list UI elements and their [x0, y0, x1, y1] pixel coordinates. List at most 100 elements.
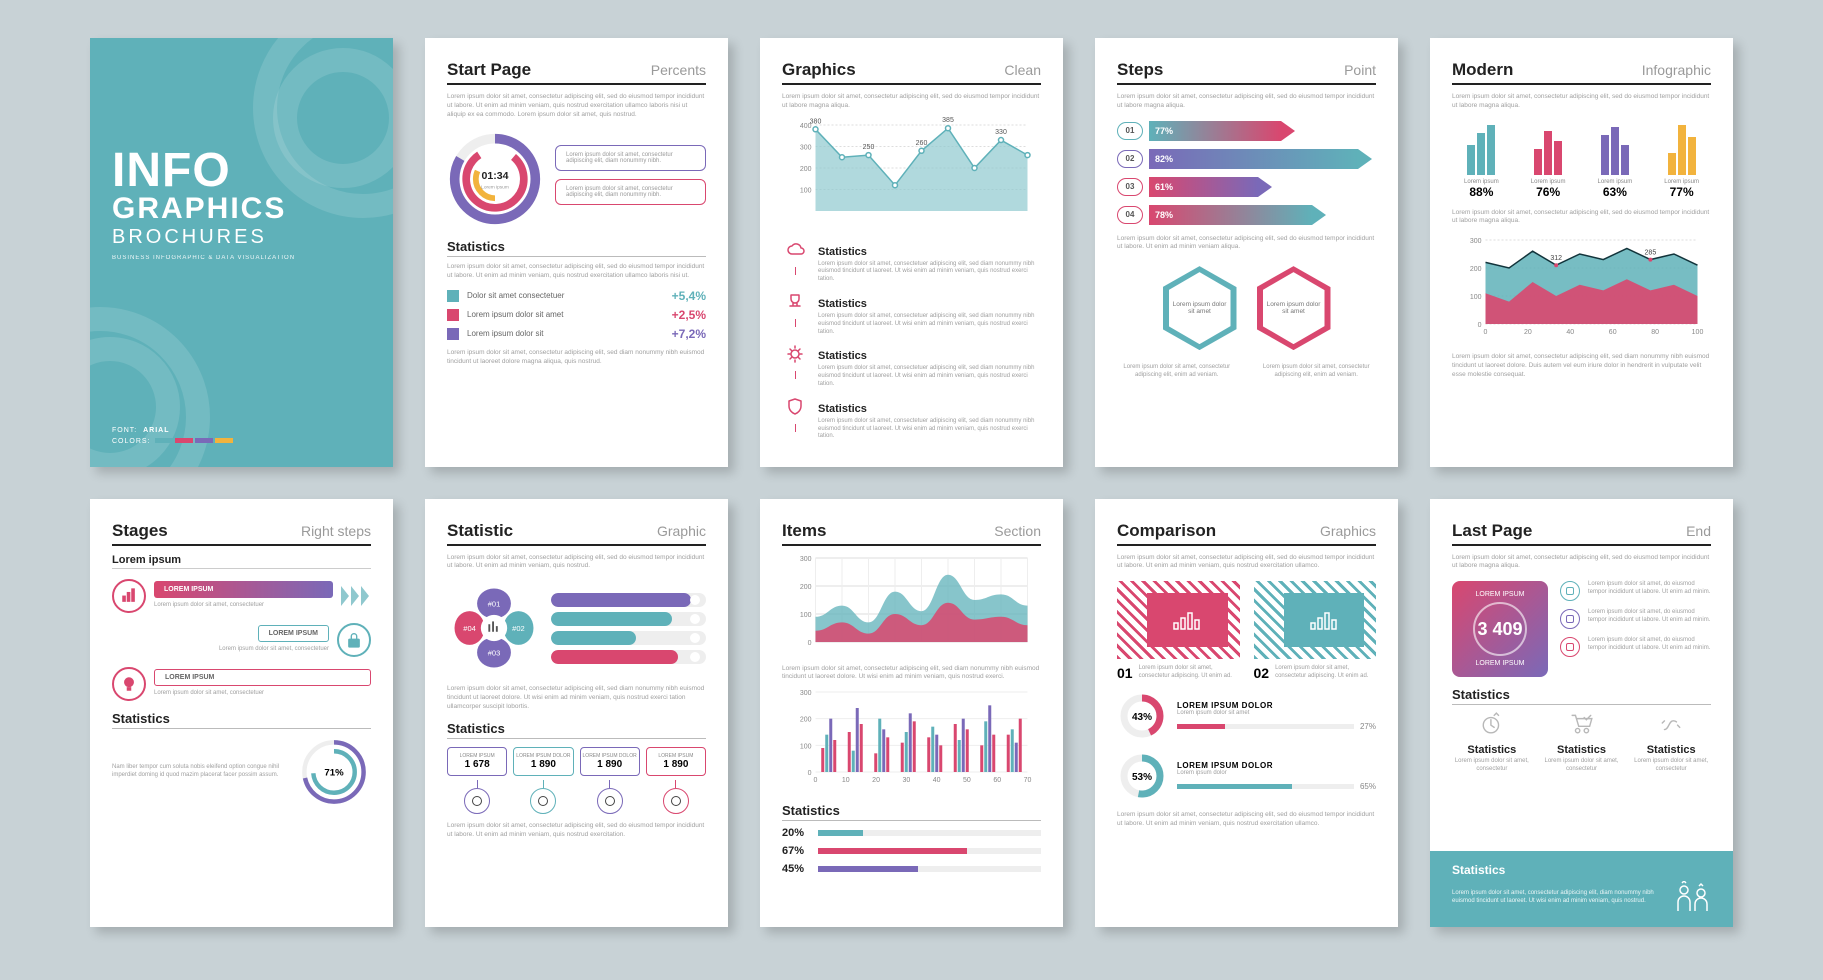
side-item: Lorem ipsum dolor sit amet, do eiusmod t… [1560, 609, 1711, 629]
start-intro: Lorem ipsum dolor sit amet, consectetur … [447, 93, 706, 119]
icon-stat: StatisticsLorem ipsum dolor sit amet, co… [1631, 711, 1711, 774]
start-stats-title: Statistics [447, 239, 706, 257]
stage-icon [112, 667, 146, 701]
stage-row: LOREM IPSUMLorem ipsum dolor sit amet, c… [112, 667, 371, 701]
svg-text:0: 0 [808, 640, 812, 647]
step-arrow: 02 82% [1117, 149, 1376, 169]
area-chart: 100200300400380250260385330 [782, 117, 1041, 227]
svg-text:100: 100 [1692, 329, 1704, 336]
items-area-chart: 0 100 200 300 [782, 554, 1041, 654]
banner: Statistics Lorem ipsum dolor sit amet, c… [1430, 851, 1733, 927]
side-item: Lorem ipsum dolor sit amet, do eiusmod t… [1560, 637, 1711, 657]
stage-row: LOREM IPSUMLorem ipsum dolor sit amet, c… [112, 579, 371, 613]
svg-text:300: 300 [1470, 238, 1482, 245]
icon-stat: StatisticsLorem ipsum dolor sit amet, co… [1452, 711, 1532, 774]
cloud-icon [785, 240, 805, 260]
svg-text:260: 260 [916, 139, 928, 146]
pill-bar [551, 612, 706, 626]
gear-icon [785, 344, 805, 364]
side-item: Lorem ipsum dolor sit amet, do eiusmod t… [1560, 581, 1711, 601]
items-card: ItemsSection 0100200300 Lorem ipsum dolo… [760, 499, 1063, 928]
svg-text:71%: 71% [324, 767, 344, 778]
bar-group: Lorem ipsum 76% [1519, 121, 1578, 199]
stat-card: LOREM IPSUM DOLOR1 890 [580, 747, 640, 814]
svg-text:300: 300 [800, 144, 812, 151]
legend-row: Lorem ipsum dolor sit+7,2% [447, 327, 706, 341]
legend-row: Dolor sit amet consectetuer+5,4% [447, 289, 706, 303]
stat-item: StatisticsLorem ipsum dolor sit amet, co… [782, 397, 1041, 441]
step-arrow: 03 61% [1117, 177, 1376, 197]
svg-text:200: 200 [800, 584, 812, 591]
start-page-card: Start PagePercents Lorem ipsum dolor sit… [425, 38, 728, 467]
bar-group: Lorem ipsum 88% [1452, 121, 1511, 199]
svg-text:30: 30 [902, 777, 910, 784]
progress-row: 20% [782, 827, 1041, 839]
pill-bar [551, 650, 706, 664]
svg-text:0: 0 [1478, 322, 1482, 329]
svg-text:312: 312 [1550, 255, 1562, 262]
hexagon: Lorem ipsum dolor sit amet [1163, 266, 1237, 350]
hexagon: Lorem ipsum dolor sit amet [1257, 266, 1331, 350]
svg-text:100: 100 [1470, 294, 1482, 301]
svg-text:200: 200 [800, 717, 812, 724]
svg-text:100: 100 [800, 187, 812, 194]
svg-text:80: 80 [1651, 329, 1659, 336]
step-arrow: 04 78% [1117, 205, 1376, 225]
icon-stat: StatisticsLorem ipsum dolor sit amet, co… [1542, 711, 1622, 774]
bar-group: Lorem ipsum 77% [1652, 121, 1711, 199]
svg-text:40: 40 [1566, 329, 1574, 336]
last-page-card: Last PageEnd Lorem ipsum dolor sit amet,… [1430, 499, 1733, 928]
pill-bar [551, 631, 706, 645]
svg-text:385: 385 [942, 117, 954, 124]
cover-title-3: BROCHURES [112, 226, 371, 249]
stat-item: StatisticsLorem ipsum dolor sit amet, co… [782, 292, 1041, 336]
svg-text:200: 200 [800, 166, 812, 173]
svg-text:60: 60 [993, 777, 1001, 784]
svg-text:53%: 53% [1132, 772, 1152, 783]
svg-text:200: 200 [1470, 266, 1482, 273]
svg-text:10: 10 [842, 777, 850, 784]
svg-text:100: 100 [800, 612, 812, 619]
comparison-card: ComparisonGraphics Lorem ipsum dolor sit… [1095, 499, 1398, 928]
trophy-icon [785, 292, 805, 312]
cover-meta: FONT: ARIAL COLORS: [112, 427, 233, 445]
petal-diagram: #01 #02 #03 #04 [447, 581, 541, 675]
callout-1: Lorem ipsum dolor sit amet, consectetur … [555, 145, 706, 171]
stat-card: LOREM IPSUM1 678 [447, 747, 507, 814]
stage-icon [337, 623, 371, 657]
svg-text:50: 50 [963, 777, 971, 784]
svg-text:330: 330 [995, 129, 1007, 136]
people-icon [1671, 881, 1711, 915]
svg-text:20: 20 [1524, 329, 1532, 336]
comparison-tile: 01Lorem ipsum dolor sit amet, consectetu… [1117, 581, 1240, 681]
callout-2: Lorem ipsum dolor sit amet, consectetur … [555, 179, 706, 205]
svg-text:#03: #03 [488, 648, 501, 657]
svg-text:100: 100 [800, 743, 812, 750]
svg-text:300: 300 [800, 556, 812, 563]
modern-card: ModernInfographic Lorem ipsum dolor sit … [1430, 38, 1733, 467]
svg-text:70: 70 [1024, 777, 1032, 784]
stat-card: LOREM IPSUM1 890 [646, 747, 706, 814]
graphics-card: GraphicsClean Lorem ipsum dolor sit amet… [760, 38, 1063, 467]
cover-title-1: INFO [112, 148, 371, 194]
statistic-card: StatisticGraphic Lorem ipsum dolor sit a… [425, 499, 728, 928]
gradient-square: LOREM IPSUM 3 409 LOREM IPSUM [1452, 581, 1548, 677]
donut-chart: 01:34 Lorem ipsum [447, 131, 543, 227]
svg-text:40: 40 [933, 777, 941, 784]
svg-text:43%: 43% [1132, 712, 1152, 723]
svg-text:Lorem ipsum: Lorem ipsum [481, 185, 509, 191]
comparison-tile: 02Lorem ipsum dolor sit amet, consectetu… [1254, 581, 1377, 681]
svg-text:20: 20 [872, 777, 880, 784]
progress-row: 67% [782, 845, 1041, 857]
svg-text:285: 285 [1645, 250, 1657, 257]
stat-card: LOREM IPSUM DOLOR1 890 [513, 747, 573, 814]
shield-icon [785, 397, 805, 417]
stage-icon [112, 579, 146, 613]
comparison-ring: 43% LOREM IPSUM DOLORLorem ipsum dolor s… [1117, 691, 1376, 741]
svg-text:0: 0 [808, 770, 812, 777]
legend-row: Lorem ipsum dolor sit amet+2,5% [447, 308, 706, 322]
bar-group: Lorem ipsum 63% [1586, 121, 1645, 199]
pill-bar [551, 593, 706, 607]
cover-tagline: BUSINESS INFOGRAPHIC & DATA VISUALIZATIO… [112, 255, 371, 261]
items-bar-chart: 0100200300010203040506070 [782, 688, 1041, 788]
